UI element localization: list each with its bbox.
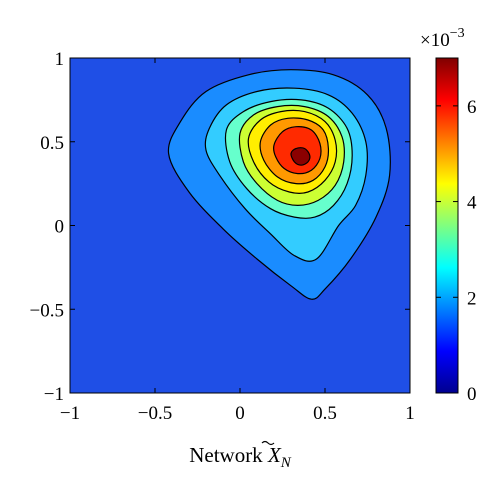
y-tick-label: 1 — [55, 49, 65, 70]
x-axis-label-symbol: X — [267, 443, 282, 467]
x-axis-ticks: −1 −0.5 0 0.5 1 — [60, 58, 415, 424]
colorbar-tick-label: 2 — [467, 288, 477, 309]
y-tick-label: −0.5 — [30, 300, 64, 321]
x-tick-label: −0.5 — [138, 403, 172, 424]
colorbar-tick-label: 0 — [467, 384, 477, 405]
x-axis-label-tilde — [261, 440, 275, 446]
contour-layers — [167, 69, 391, 300]
colorbar-tick-label: 4 — [467, 193, 477, 214]
colorbar-multiplier-base: ×10 — [420, 30, 450, 51]
colorbar-ticks: 0 2 4 6 — [436, 97, 477, 405]
colorbar: 0 2 4 6 ×10−3 — [420, 26, 477, 405]
colorbar-multiplier-exponent: −3 — [450, 26, 465, 41]
y-axis-ticks: −1 −0.5 0 0.5 1 — [30, 49, 410, 405]
colorbar-gradient — [435, 57, 459, 394]
x-axis-label: Network XN — [189, 443, 292, 471]
y-tick-label: −1 — [44, 384, 64, 405]
colorbar-multiplier: ×10−3 — [420, 26, 465, 51]
x-tick-label: 1 — [405, 403, 415, 424]
colorbar-tick-label: 6 — [467, 97, 477, 118]
x-axis-label-text: Network — [189, 443, 268, 467]
y-tick-label: 0 — [55, 217, 65, 238]
x-axis-label-subscript: N — [280, 455, 292, 471]
contour-level-8 — [290, 147, 311, 166]
x-tick-label: −1 — [60, 403, 80, 424]
y-tick-label: 0.5 — [40, 133, 64, 154]
plot-area: −1 −0.5 0 0.5 1 −1 −0.5 0 0.5 1 — [30, 49, 415, 424]
x-tick-label: 0.5 — [313, 403, 337, 424]
x-tick-label: 0 — [235, 403, 245, 424]
